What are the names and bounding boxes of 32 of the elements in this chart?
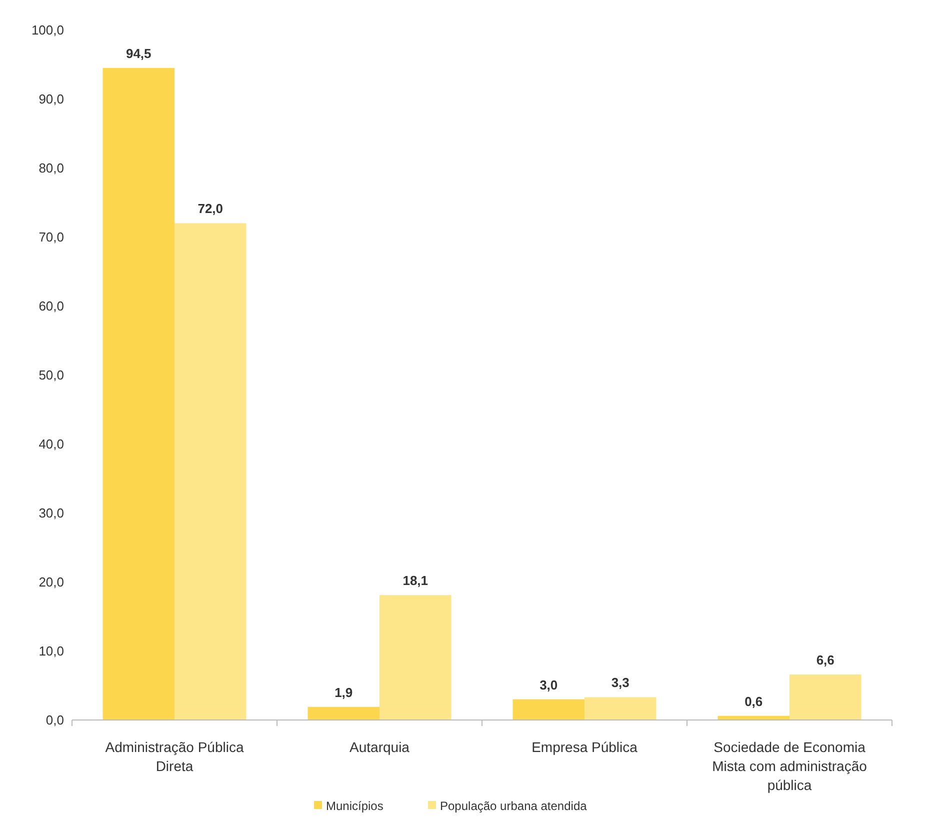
bar	[380, 595, 452, 720]
y-tick-label: 90,0	[38, 92, 64, 107]
data-label: 0,6	[744, 694, 763, 709]
y-tick-label: 50,0	[38, 368, 64, 383]
x-tick-label: Administração Pública Direta	[105, 739, 244, 774]
x-tick-label: Autarquia	[350, 739, 410, 755]
legend-label: População urbana atendida	[440, 799, 588, 814]
x-tick-label: Sociedade de Economia Mista com administração pública	[712, 739, 868, 793]
legend-label: Municípios	[326, 799, 384, 814]
y-tick-label: 40,0	[38, 436, 64, 452]
data-label: 1,9	[334, 684, 353, 700]
y-tick-label: 60,0	[38, 298, 64, 314]
data-label: 3,3	[611, 675, 630, 690]
x-tick-label: Empresa Pública	[532, 739, 638, 755]
bar	[102, 68, 174, 720]
bar	[512, 699, 584, 720]
data-label: 18,1	[402, 573, 428, 588]
data-label: 3,0	[540, 677, 558, 692]
bar	[308, 706, 380, 720]
data-label: 94,5	[126, 46, 152, 61]
y-tick-label: 0,0	[46, 712, 64, 728]
y-tick-label: 10,0	[38, 644, 64, 659]
data-label: 72,0	[198, 201, 224, 216]
y-tick-label: 70,0	[38, 230, 64, 245]
bar	[174, 223, 246, 720]
bar	[584, 697, 656, 720]
y-tick-label: 80,0	[38, 160, 64, 176]
data-label: 6,6	[816, 652, 834, 668]
y-tick-label: 100,0	[31, 22, 64, 38]
y-tick-label: 30,0	[38, 506, 64, 521]
y-tick-label: 20,0	[38, 574, 64, 590]
bar	[790, 674, 862, 720]
